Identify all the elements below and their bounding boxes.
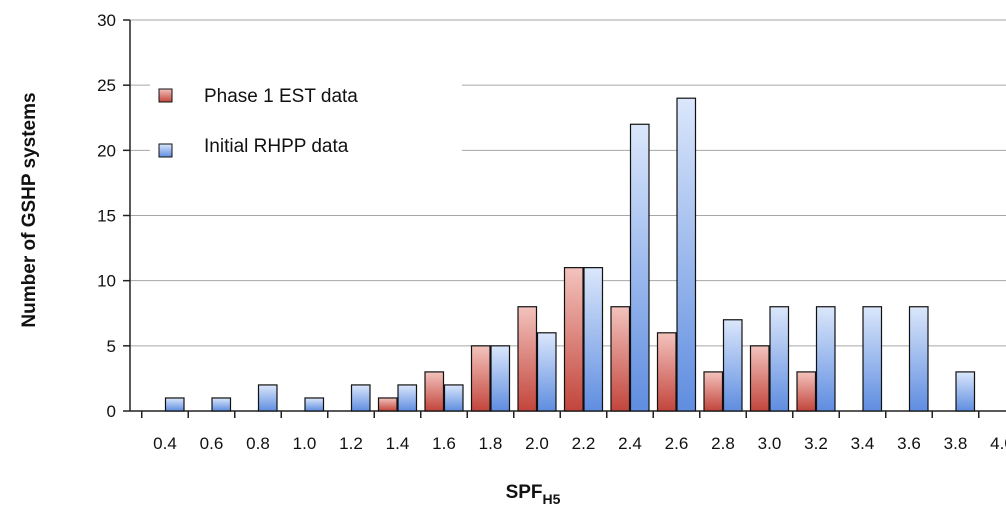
x-tick-label-1.8: 1.8 (479, 434, 503, 453)
bar-rhpp-1.4 (397, 384, 418, 412)
bar-rhpp-3.6 (908, 306, 929, 412)
bar-rhpp-1.6 (443, 384, 464, 412)
bar-phase1-3.2 (796, 371, 817, 412)
y-axis-title: Number of GSHP systems (19, 92, 40, 327)
x-tick-label-2.4: 2.4 (618, 434, 642, 453)
bar-phase1-2.8 (703, 371, 724, 412)
x-tick-label-3.6: 3.6 (897, 434, 921, 453)
x-tick-label-3.4: 3.4 (851, 434, 875, 453)
bar-rhpp-3.2 (815, 306, 836, 412)
bar-phase1-1.4 (377, 397, 398, 412)
bar-rhpp-2.8 (722, 319, 743, 412)
x-axis-title-main: SPF (506, 482, 543, 503)
bar-rhpp-2.4 (629, 123, 650, 412)
bar-phase1-2.6 (656, 332, 677, 412)
x-tick-label-3.0: 3.0 (758, 434, 782, 453)
x-tick-label-0.6: 0.6 (200, 434, 224, 453)
x-tick-label-4.0: 4.0 (990, 434, 1006, 453)
x-axis-title-subscript: H5 (543, 491, 561, 506)
bar-rhpp-1.2 (350, 384, 371, 412)
x-tick-label-2.6: 2.6 (665, 434, 689, 453)
bar-phase1-2.2 (563, 267, 584, 412)
bar-rhpp-0.6 (211, 397, 232, 412)
bars (164, 97, 976, 412)
legend-background (150, 76, 462, 176)
bar-rhpp-0.8 (257, 384, 278, 412)
bar-rhpp-0.4 (164, 397, 185, 412)
y-tick-label-30: 30 (97, 11, 116, 30)
x-tick-label-3.2: 3.2 (804, 434, 828, 453)
y-axis: 0 5 10 15 20 25 30 (97, 11, 131, 421)
bar-phase1-2.4 (610, 306, 631, 412)
bar-rhpp-2.6 (676, 97, 697, 412)
x-axis-title: SPFH5 (506, 482, 561, 506)
x-axis: 0.4 0.6 0.8 1.0 1.2 1.4 1.6 1.8 2.0 2.2 2.4 2.6 2.8 3… (130, 410, 1006, 453)
bar-phase1-1.8 (470, 345, 491, 412)
y-tick-label-25: 25 (97, 76, 116, 95)
x-tick-label-3.8: 3.8 (944, 434, 968, 453)
x-tick-label-2.0: 2.0 (525, 434, 549, 453)
x-tick-label-1.4: 1.4 (386, 434, 410, 453)
legend: Phase 1 EST data Initial RHPP data (150, 76, 462, 176)
legend-label-rhpp: Initial RHPP data (204, 136, 349, 157)
x-tick-label-1.6: 1.6 (432, 434, 456, 453)
y-tick-label-5: 5 (107, 337, 116, 356)
y-tick-label-20: 20 (97, 141, 116, 160)
bar-rhpp-1.0 (304, 397, 325, 412)
x-tick-label-1.2: 1.2 (339, 434, 363, 453)
y-tick-label-10: 10 (97, 272, 116, 291)
y-tick-label-0: 0 (107, 402, 116, 421)
bar-rhpp-3.4 (862, 306, 883, 412)
y-tick-label-15: 15 (97, 207, 116, 226)
bar-rhpp-2.2 (583, 267, 604, 412)
bar-phase1-2.0 (517, 306, 538, 412)
x-tick-label-2.2: 2.2 (572, 434, 596, 453)
x-tick-label-2.8: 2.8 (711, 434, 735, 453)
legend-swatch-phase1 (158, 88, 173, 103)
bar-rhpp-2.0 (536, 332, 557, 412)
x-tick-label-0.8: 0.8 (246, 434, 270, 453)
bar-rhpp-1.8 (490, 345, 511, 412)
bar-phase1-3.0 (749, 345, 770, 412)
x-tick-label-1.0: 1.0 (293, 434, 317, 453)
legend-swatch-rhpp (158, 143, 173, 158)
bar-rhpp-3.0 (769, 306, 790, 412)
legend-label-phase1: Phase 1 EST data (204, 86, 358, 107)
x-tick-label-0.4: 0.4 (153, 434, 177, 453)
bar-phase1-1.6 (424, 371, 445, 412)
bar-rhpp-3.8 (955, 371, 976, 412)
